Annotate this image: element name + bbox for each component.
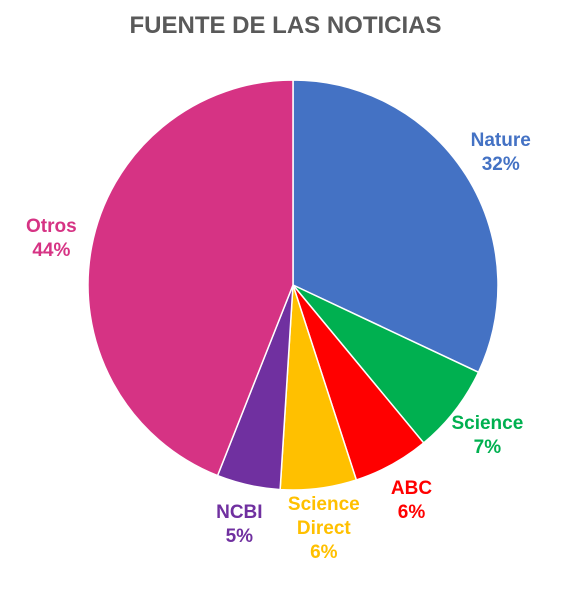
slice-label: Science 7% [442, 412, 532, 460]
slice-name: ABC [390, 477, 433, 499]
chart-title: FUENTE DE LAS NOTICIAS [129, 12, 442, 39]
slice-name: Science [451, 412, 524, 434]
slice-label: ABC 6% [367, 477, 457, 525]
pie-slice [292, 79, 499, 374]
pie-slice [87, 79, 294, 477]
slice-label: Nature 32% [456, 129, 546, 177]
slice-name: NCBI [216, 502, 263, 524]
slice-name: Nature [470, 130, 531, 152]
slice-value: 6% [397, 501, 426, 523]
slice-label: NCBI 5% [194, 501, 284, 549]
slice-name: Otros [26, 215, 77, 237]
slice-label: Science Direct 6% [279, 493, 369, 565]
slice-value: 7% [473, 436, 502, 458]
slice-value: 44% [32, 239, 71, 261]
slice-value: 5% [225, 526, 254, 548]
slice-value: 6% [310, 542, 338, 564]
slice-label: Otros 44% [6, 215, 96, 263]
slice-value: 32% [481, 154, 520, 176]
slice-name: Science Direct [287, 494, 360, 540]
